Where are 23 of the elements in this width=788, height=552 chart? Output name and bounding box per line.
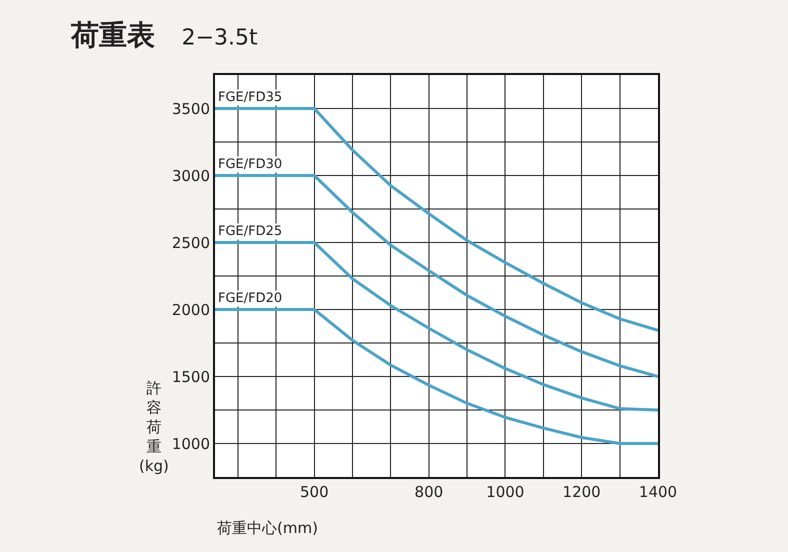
x-tick-label: 800 [414,483,444,501]
chart-title: 荷重表 [70,18,155,52]
y-axis-title: 許容荷重(kg) [139,379,169,475]
y-tick-label: 3500 [172,100,210,118]
line-series [215,174,658,378]
series-label: FGE/FD25 [218,224,282,239]
y-tick-label: 1500 [172,368,210,386]
y-tick-label: 2500 [172,234,210,252]
x-tick-label: 1200 [562,483,601,501]
x-tick-label: 1400 [638,483,678,501]
x-tick-label: 500 [300,483,329,501]
y-tick-label: 1000 [172,434,210,453]
line-series [215,241,658,412]
line-series [215,308,658,445]
series-label: FGE/FD20 [218,291,282,306]
y-tick-label: 2000 [172,300,210,319]
chart-subtitle: 2−3.5t [182,25,258,50]
y-tick-label: 3000 [172,166,210,185]
x-tick-label: 1000 [486,483,524,501]
line-series [215,107,658,332]
series-label: FGE/FD35 [218,90,282,105]
x-axis-title: 荷重中心(mm) [217,519,318,537]
series-label: FGE/FD30 [218,157,282,172]
